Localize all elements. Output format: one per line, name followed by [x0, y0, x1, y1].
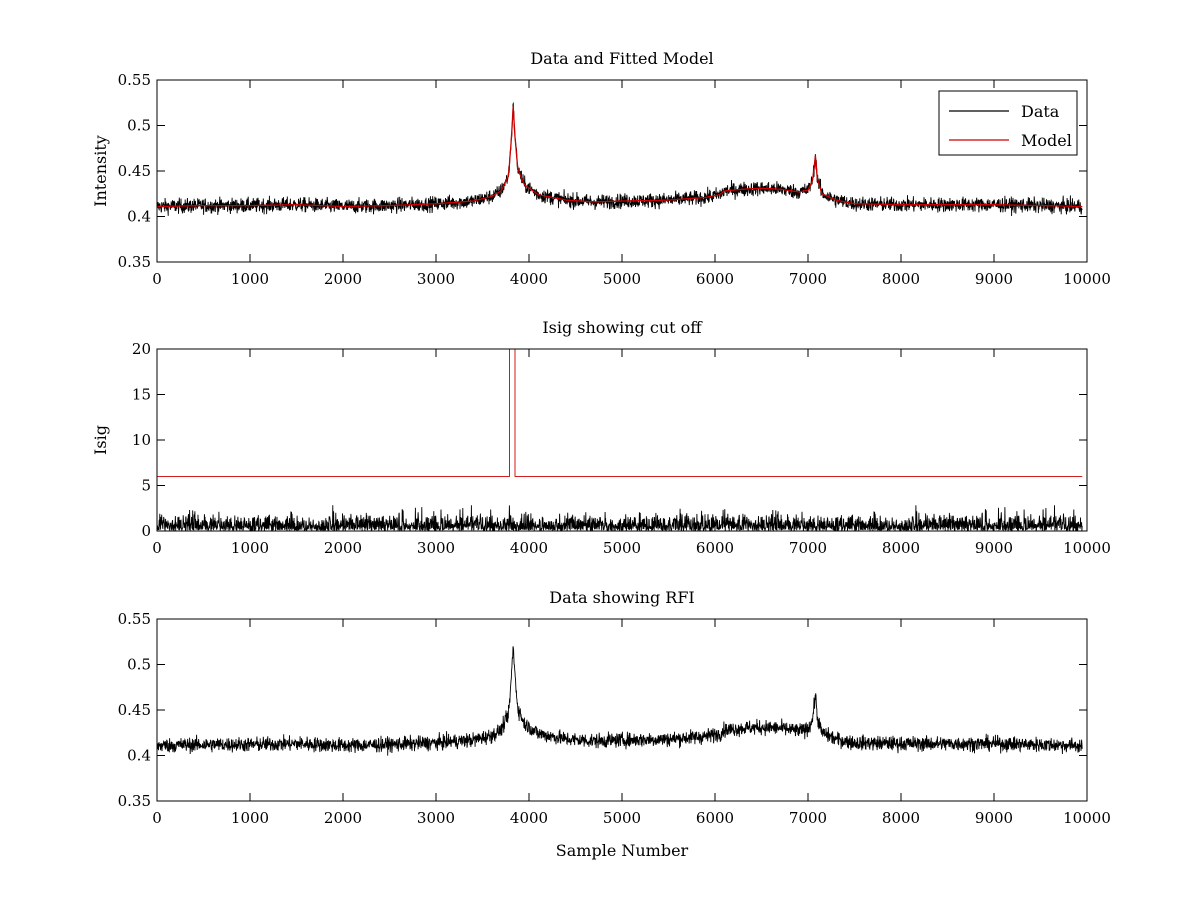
x-tick-label: 3000	[417, 809, 455, 827]
chart-panel-2: 0 1000 2000 3000 4000 5000 6000 7000 8000 9000 100…	[91, 318, 1111, 557]
y-tick-label: 15	[132, 386, 151, 404]
x-tick-label: 7000	[789, 539, 827, 557]
x-tick-label: 4000	[510, 809, 548, 827]
x-tick-label: 8000	[882, 809, 920, 827]
y-tick-label: 20	[132, 340, 151, 358]
y-tick-label: 0.4	[127, 747, 151, 765]
chart-panel-1: 0 1000 2000 3000 4000 5000 6000 7000 8000 9000 100…	[91, 49, 1111, 288]
x-tick-label: 6000	[696, 270, 734, 288]
x-tick-label: 4000	[510, 270, 548, 288]
x-tick-label: 2000	[324, 270, 362, 288]
x-tick-label: 2000	[324, 539, 362, 557]
x-tick-label: 0	[152, 809, 162, 827]
y-axis-label: Intensity	[91, 135, 110, 207]
y-tick-label: 5	[141, 477, 151, 495]
x-tick-label: 4000	[510, 539, 548, 557]
x-axis-label: Sample Number	[556, 841, 689, 860]
legend: Data Model	[938, 90, 1078, 156]
x-tick-label: 9000	[975, 539, 1013, 557]
x-tick-label: 10000	[1063, 539, 1111, 557]
chart-title: Data and Fitted Model	[530, 49, 713, 68]
x-tick-label: 3000	[417, 539, 455, 557]
x-tick-label: 7000	[789, 809, 827, 827]
x-tick-label: 0	[152, 539, 162, 557]
y-axis-label: Isig	[91, 425, 110, 455]
x-tick-label: 10000	[1063, 270, 1111, 288]
x-tick-label: 9000	[975, 809, 1013, 827]
y-tick-label: 0	[141, 522, 151, 540]
x-tick-label: 3000	[417, 270, 455, 288]
y-tick-label: 0.45	[118, 162, 151, 180]
y-tick-label: 0.5	[127, 656, 151, 674]
x-tick-label: 10000	[1063, 809, 1111, 827]
plot-frame	[156, 348, 1088, 532]
x-tick-label: 6000	[696, 539, 734, 557]
series-line-cut-off	[157, 349, 1083, 477]
x-tick-label: 1000	[231, 539, 269, 557]
x-tick-label: 8000	[882, 270, 920, 288]
x-tick-label: 5000	[603, 539, 641, 557]
legend-box	[938, 90, 1078, 156]
y-tick-label: 10	[132, 431, 151, 449]
series-line-model	[157, 106, 1083, 208]
legend-label: Data	[1021, 102, 1060, 121]
plot-frame	[156, 618, 1088, 802]
y-tick-label: 0.35	[118, 253, 151, 271]
y-tick-label: 0.35	[118, 792, 151, 810]
series-line-data	[157, 646, 1083, 756]
chart-title: Data showing RFI	[549, 588, 694, 607]
y-tick-label: 0.55	[118, 71, 151, 89]
series-line-isig	[157, 505, 1083, 531]
chart-title: Isig showing cut off	[542, 318, 703, 337]
x-tick-label: 5000	[603, 270, 641, 288]
x-tick-label: 7000	[789, 270, 827, 288]
x-tick-label: 8000	[882, 539, 920, 557]
legend-label: Model	[1021, 131, 1072, 150]
x-tick-label: 6000	[696, 809, 734, 827]
y-tick-label: 0.5	[127, 117, 151, 135]
y-tick-label: 0.55	[118, 610, 151, 628]
chart-panel-3: 0 1000 2000 3000 4000 5000 6000 7000 8000 9000 100…	[118, 588, 1111, 860]
y-tick-label: 0.4	[127, 208, 151, 226]
x-tick-label: 9000	[975, 270, 1013, 288]
x-tick-label: 0	[152, 270, 162, 288]
x-tick-label: 2000	[324, 809, 362, 827]
y-tick-label: 0.45	[118, 701, 151, 719]
x-tick-label: 1000	[231, 270, 269, 288]
x-tick-label: 1000	[231, 809, 269, 827]
x-tick-label: 5000	[603, 809, 641, 827]
